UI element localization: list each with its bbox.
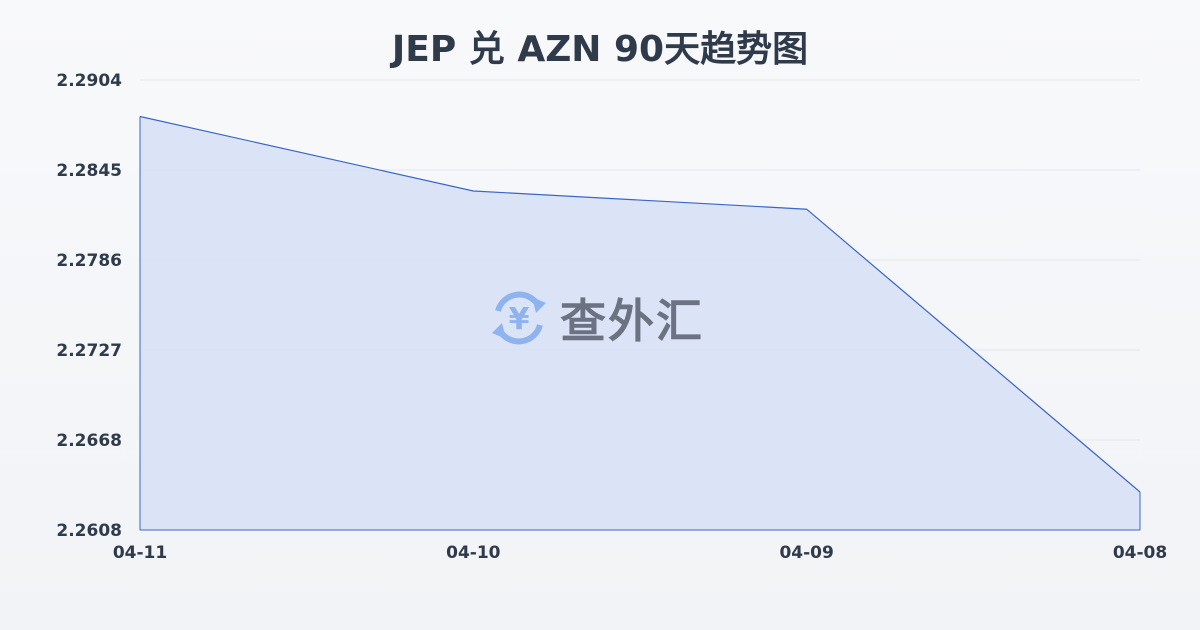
y-tick-label: 2.2786 (56, 251, 122, 271)
y-tick-label: 2.2668 (56, 431, 122, 451)
x-tick-label: 04-11 (113, 543, 167, 563)
y-tick-label: 2.2904 (56, 71, 122, 91)
x-tick-label: 04-10 (446, 543, 501, 563)
svg-text:¥: ¥ (509, 302, 530, 337)
area-fill (140, 116, 1140, 531)
chart-title: JEP 兑 AZN 90天趋势图 (391, 29, 809, 70)
x-tick-label: 04-08 (1113, 543, 1167, 563)
y-tick-label: 2.2608 (56, 521, 122, 541)
watermark-text: 查外汇 (560, 294, 704, 348)
y-tick-label: 2.2727 (56, 341, 122, 361)
y-tick-label: 2.2845 (56, 161, 122, 181)
yen-exchange-icon: ¥ (492, 291, 546, 345)
watermark: ¥ 查外汇 (488, 285, 704, 351)
x-tick-label: 04-09 (779, 543, 833, 563)
series-line (139, 115, 1141, 493)
